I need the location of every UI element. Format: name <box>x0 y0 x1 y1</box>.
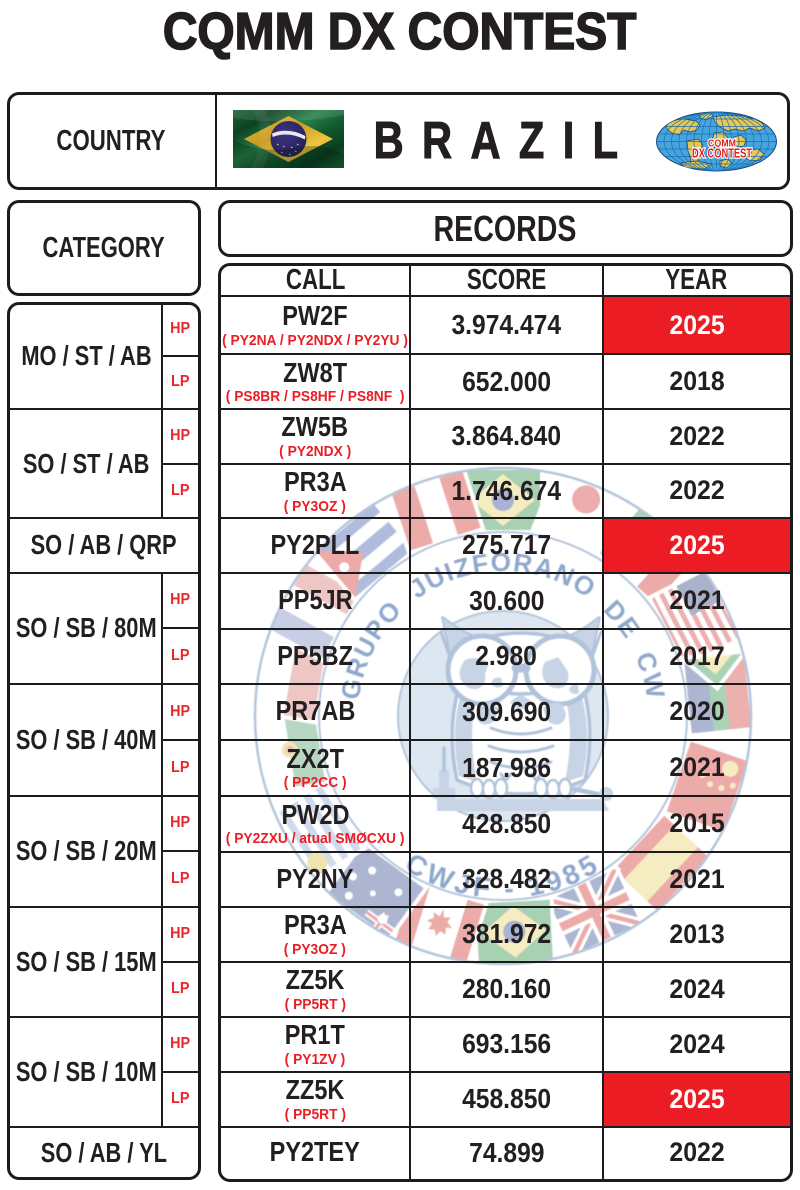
svg-text:DX CONTEST: DX CONTEST <box>692 146 752 161</box>
svg-text:CQMM: CQMM <box>708 138 736 150</box>
